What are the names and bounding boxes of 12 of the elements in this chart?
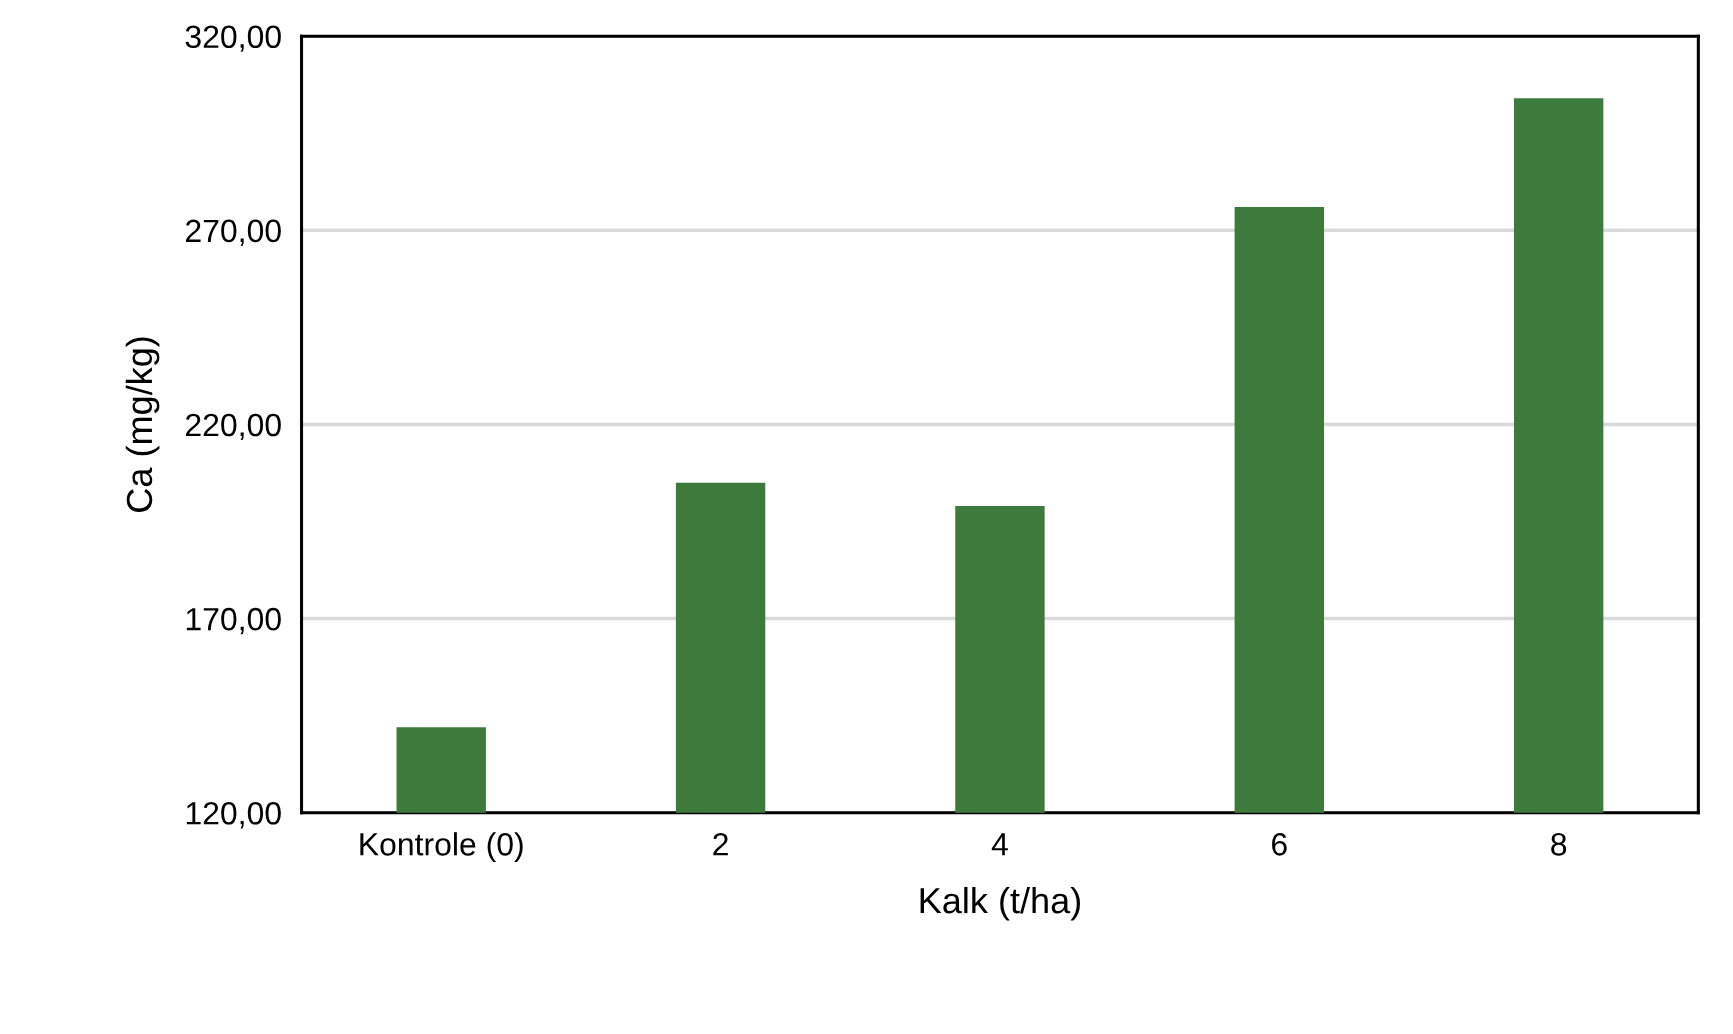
y-tick-label: 220,00 bbox=[186, 413, 281, 441]
y-tick-label: 270,00 bbox=[186, 219, 281, 246]
y-tick-label: 320,00 bbox=[185, 25, 281, 52]
x-tick-label: 2 bbox=[713, 833, 728, 856]
x-tick-label: 6 bbox=[1272, 833, 1287, 856]
y-tick-label: 170,00 bbox=[186, 607, 281, 635]
y-axis-title: Ca (mg/kg) bbox=[125, 337, 160, 512]
x-axis-title: Kalk (t/ha) bbox=[920, 886, 1080, 921]
y-tick-label: 120,00 bbox=[186, 801, 281, 829]
x-tick-label: 8 bbox=[1551, 833, 1567, 856]
x-tick-label: Kontrole (0) bbox=[360, 832, 523, 862]
x-tick-label: 4 bbox=[991, 833, 1008, 856]
